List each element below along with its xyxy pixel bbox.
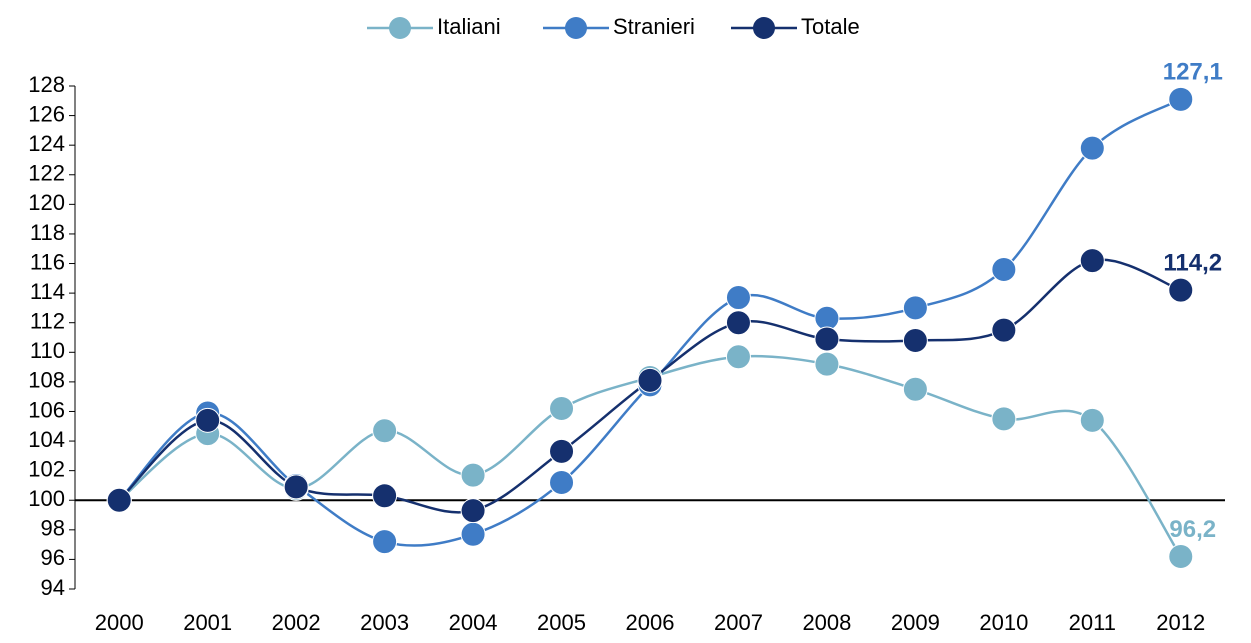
x-tick-label: 2006 xyxy=(626,610,675,635)
marker xyxy=(460,521,486,547)
y-tick-label: 102 xyxy=(28,456,65,481)
data-label: 96,2 xyxy=(1169,516,1216,543)
marker xyxy=(372,529,398,555)
marker xyxy=(725,285,751,311)
marker xyxy=(460,462,486,488)
x-tick-label: 2004 xyxy=(449,610,498,635)
y-tick-label: 112 xyxy=(30,309,65,334)
marker xyxy=(372,483,398,509)
y-tick-label: 116 xyxy=(30,249,65,274)
y-tick-label: 106 xyxy=(28,397,65,422)
legend-label: Stranieri xyxy=(613,14,695,39)
x-tick-label: 2007 xyxy=(714,610,763,635)
y-tick-label: 118 xyxy=(30,220,65,245)
marker xyxy=(725,344,751,370)
marker xyxy=(106,487,132,513)
y-tick-label: 114 xyxy=(30,279,65,304)
y-tick-label: 108 xyxy=(28,368,65,393)
series-line xyxy=(118,98,1182,547)
data-label: 114,2 xyxy=(1163,250,1222,277)
marker xyxy=(1168,277,1194,303)
y-tick-label: 120 xyxy=(28,190,65,215)
y-tick-label: 124 xyxy=(28,131,65,156)
marker xyxy=(991,406,1017,432)
marker xyxy=(814,351,840,377)
marker xyxy=(991,256,1017,282)
marker xyxy=(195,407,221,433)
x-tick-label: 2001 xyxy=(183,610,232,635)
x-tick-label: 2012 xyxy=(1156,610,1205,635)
marker xyxy=(1079,407,1105,433)
legend-label: Italiani xyxy=(437,14,501,39)
y-tick-label: 126 xyxy=(28,101,65,126)
marker xyxy=(372,418,398,444)
legend-marker xyxy=(753,17,775,39)
x-tick-label: 2008 xyxy=(802,610,851,635)
legend-marker xyxy=(389,17,411,39)
marker xyxy=(1079,135,1105,161)
marker xyxy=(1168,543,1194,569)
y-tick-label: 96 xyxy=(41,545,65,570)
x-tick-label: 2005 xyxy=(537,610,586,635)
y-tick-label: 110 xyxy=(30,338,65,363)
marker xyxy=(460,498,486,524)
marker xyxy=(902,376,928,402)
marker xyxy=(902,295,928,321)
y-tick-label: 104 xyxy=(28,427,65,452)
marker xyxy=(725,310,751,336)
x-tick-label: 2010 xyxy=(979,610,1028,635)
legend-marker xyxy=(565,17,587,39)
legend-label: Totale xyxy=(801,14,860,39)
y-tick-label: 122 xyxy=(28,161,65,186)
y-tick-label: 98 xyxy=(41,516,65,541)
marker xyxy=(814,326,840,352)
marker xyxy=(991,317,1017,343)
marker xyxy=(1168,86,1194,112)
marker xyxy=(637,367,663,393)
y-tick-label: 128 xyxy=(28,72,65,97)
marker xyxy=(549,396,575,422)
y-tick-label: 100 xyxy=(28,486,65,511)
x-tick-label: 2003 xyxy=(360,610,409,635)
marker xyxy=(549,438,575,464)
x-tick-label: 2002 xyxy=(272,610,321,635)
marker xyxy=(1079,248,1105,274)
data-label: 127,1 xyxy=(1163,59,1223,86)
x-tick-label: 2009 xyxy=(891,610,940,635)
y-tick-label: 94 xyxy=(41,575,65,600)
marker xyxy=(902,327,928,353)
x-tick-label: 2011 xyxy=(1069,610,1116,635)
marker xyxy=(549,469,575,495)
x-tick-label: 2000 xyxy=(95,610,144,635)
marker xyxy=(283,474,309,500)
